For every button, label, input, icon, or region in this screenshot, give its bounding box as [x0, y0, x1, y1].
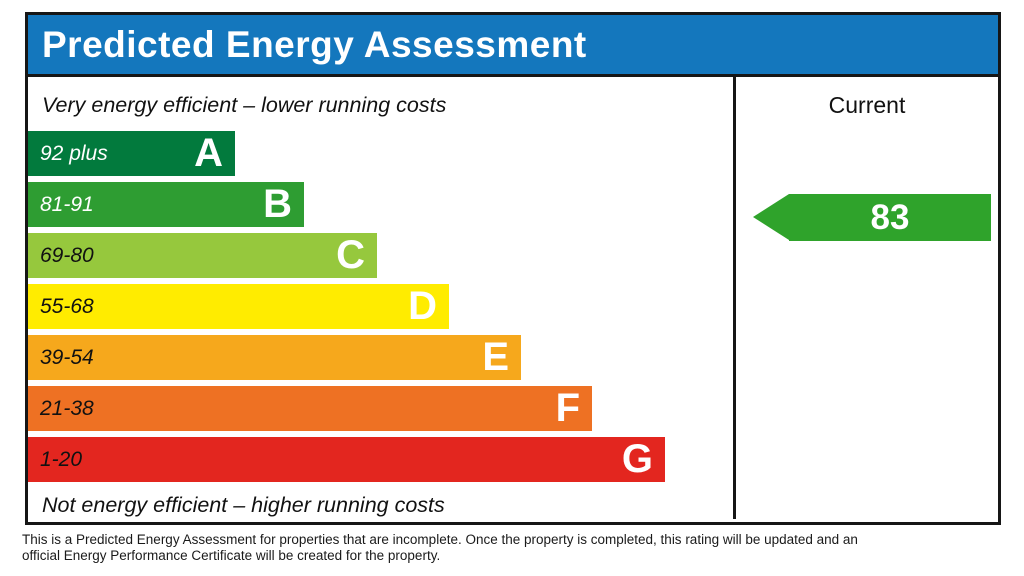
band-range-label: 39-54: [40, 345, 94, 369]
current-rating-arrow: 83: [753, 194, 991, 241]
band-row-e: 39-54 E: [28, 335, 521, 380]
current-column-header: Current: [828, 92, 906, 118]
disclaimer-line-2: official Energy Performance Certificate …: [22, 548, 441, 563]
bands-column: Very energy efficient – lower running co…: [28, 77, 733, 519]
band-range-label: 81-91: [40, 192, 94, 216]
band-row-f: 21-38 F: [28, 386, 592, 431]
disclaimer-text: This is a Predicted Energy Assessment fo…: [22, 532, 982, 564]
band-range-label: 21-38: [40, 396, 94, 420]
disclaimer-line-1: This is a Predicted Energy Assessment fo…: [22, 532, 858, 547]
band-letter: F: [555, 386, 580, 430]
band-letter: E: [482, 335, 509, 379]
arrow-tip-icon: [753, 194, 789, 240]
epc-chart-frame: Predicted Energy Assessment Very energy …: [25, 12, 1001, 525]
band-row-c: 69-80 C: [28, 233, 377, 278]
bottom-caption: Not energy efficient – higher running co…: [42, 493, 445, 517]
band-row-d: 55-68 D: [28, 284, 449, 329]
chart-header: Predicted Energy Assessment: [28, 15, 998, 77]
top-caption: Very energy efficient – lower running co…: [42, 93, 447, 117]
band-letter: C: [336, 233, 365, 277]
band-range-label: 92 plus: [40, 141, 108, 165]
current-rating-column: Current 83: [733, 77, 998, 519]
band-letter: D: [408, 284, 437, 328]
band-row-b: 81-91 B: [28, 182, 304, 227]
current-rating-value: 83: [789, 194, 991, 241]
band-range-label: 1-20: [40, 447, 83, 471]
band-range-label: 69-80: [40, 243, 94, 267]
band-row-a: 92 plus A: [28, 131, 235, 176]
page-title: Predicted Energy Assessment: [42, 23, 587, 65]
band-row-g: 1-20 G: [28, 437, 665, 482]
band-letter: G: [621, 437, 653, 481]
band-range-label: 55-68: [40, 294, 94, 318]
band-letter: B: [263, 182, 292, 226]
chart-body: Very energy efficient – lower running co…: [28, 77, 998, 519]
band-letter: A: [194, 131, 223, 175]
